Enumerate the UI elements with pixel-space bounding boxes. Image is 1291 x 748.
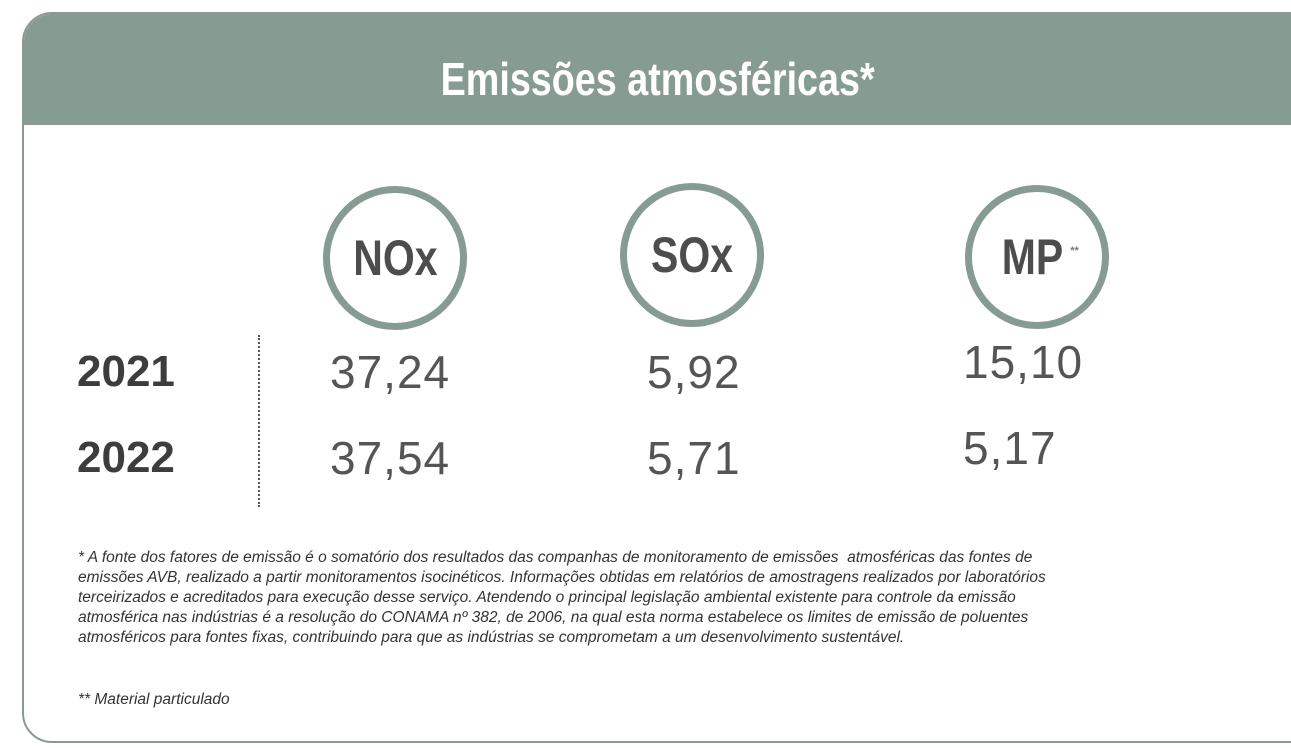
footnote-2: ** Material particulado [78,691,230,708]
column-mark: ** [1070,245,1079,257]
value: 5,17 [963,422,1057,474]
divider [258,335,260,507]
column-label: SOx [650,227,734,283]
footnote-line: terceirizados e acreditados para execuçã… [78,589,1016,606]
title: Emissões atmosféricas* [24,54,1291,104]
header-band [24,14,1291,125]
column-badge: NOx [323,186,467,330]
value: 37,54 [330,432,451,484]
footnote-line: atmosféricos para fontes fixas, contribu… [78,629,905,646]
footnote: * A fonte dos fatores de emissão é o som… [78,548,1046,648]
value: 37,24 [330,346,451,398]
column-label: NOx [352,230,438,286]
column-badge: SOx [620,183,764,327]
card: Emissões atmosféricas* [22,12,1291,743]
value: 5,92 [647,346,741,398]
value: 5,71 [647,432,741,484]
footnote-line: emissões AVB, realizado a partir monitor… [78,569,1046,586]
year: 2022 [77,433,175,482]
column-label: MP [1001,229,1064,285]
footnote-line: atmosférica nas indústrias é a resolução… [78,609,1029,626]
footnote-line: * A fonte dos fatores de emissão é o som… [78,549,1033,566]
value: 15,10 [963,336,1084,388]
column-badge: MP ** [965,185,1109,329]
title-text: Emissões atmosféricas* [440,53,876,105]
year: 2021 [77,347,175,396]
